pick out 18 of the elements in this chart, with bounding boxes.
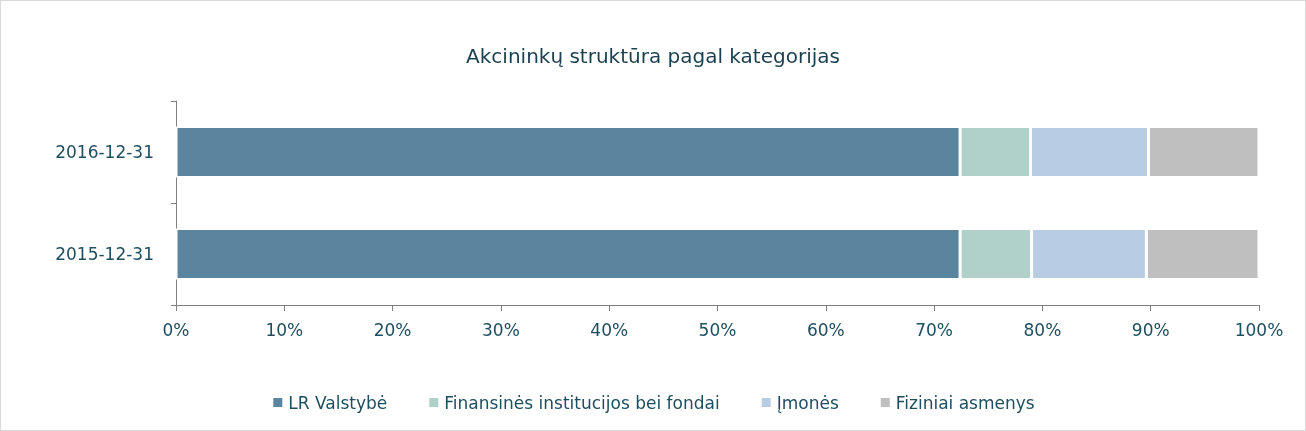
x-tick-label: 20% <box>373 319 412 340</box>
x-tick-label: 70% <box>915 319 953 340</box>
x-tick-label: 0% <box>162 319 190 340</box>
x-tick-label: 60% <box>806 319 845 340</box>
x-tick-label: 40% <box>590 319 629 340</box>
y-tick-label: 2016-12-31 <box>55 142 154 162</box>
x-tick-label: 50% <box>698 319 737 340</box>
x-tick-label: 10% <box>265 319 304 340</box>
y-tick-label: 2015-12-31 <box>55 244 154 264</box>
x-tick-label: 90% <box>1131 319 1170 340</box>
chart-title: Akcininkų struktūra pagal kategorijas <box>466 44 840 68</box>
x-tick-label: 80% <box>1023 319 1062 340</box>
x-tick-label: 100% <box>1234 319 1284 340</box>
x-tick-label: 30% <box>482 319 520 340</box>
legend-label: Fiziniai asmenys <box>895 392 1035 413</box>
legend-label: Įmonės <box>776 392 839 413</box>
legend-label: LR Valstybė <box>288 392 388 413</box>
legend-label: Finansinės institucijos bei fondai <box>444 392 720 413</box>
